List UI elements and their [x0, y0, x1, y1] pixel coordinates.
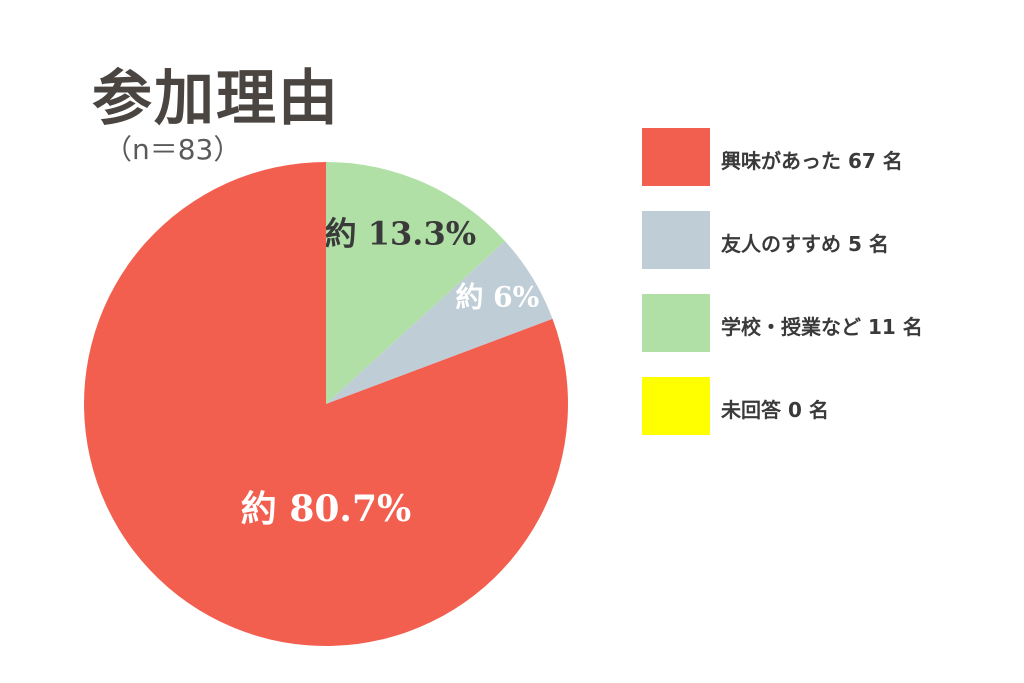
legend-item-3: 未回答 0 名 — [642, 377, 1012, 435]
legend-item-1: 友人のすすめ 5 名 — [642, 211, 1012, 269]
chart-subtitle: （n＝83） — [104, 133, 242, 166]
pie-slice-0 — [84, 162, 568, 646]
legend-label-2: 学校・授業など 11 名 — [721, 315, 923, 339]
pie-slice-2 — [326, 162, 506, 404]
legend-item-2: 学校・授業など 11 名 — [642, 294, 1012, 352]
pie-label-1: 約 6% — [455, 281, 539, 314]
pie-label-2: 約 13.3% — [325, 214, 477, 252]
legend-label-3: 未回答 0 名 — [721, 398, 829, 422]
legend-item-0: 興味があった 67 名 — [642, 128, 1012, 186]
legend-swatch-3 — [642, 377, 710, 435]
legend-swatch-0 — [642, 128, 710, 186]
pie-chart: 約 13.3% 約 6% 約 80.7% — [84, 162, 568, 646]
pie-label-0: 約 80.7% — [241, 488, 411, 530]
pie-slice-1 — [326, 241, 553, 404]
legend-swatch-2 — [642, 294, 710, 352]
legend-label-1: 友人のすすめ 5 名 — [721, 232, 889, 256]
chart-title: 参加理由 — [92, 64, 340, 134]
legend-label-0: 興味があった 67 名 — [721, 149, 903, 173]
legend-swatch-1 — [642, 211, 710, 269]
